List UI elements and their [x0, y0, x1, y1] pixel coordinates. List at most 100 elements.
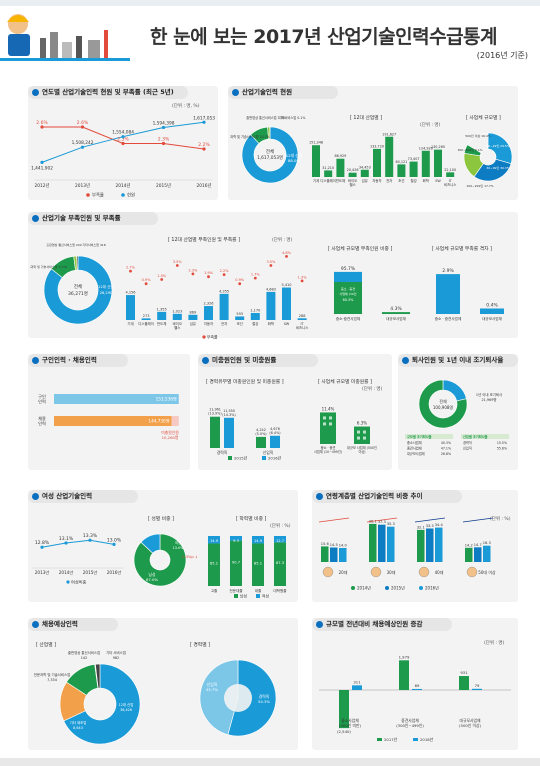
short-donut-slice	[76, 255, 79, 271]
slice-label: 출판영상 통신서비스업 1.3%	[246, 115, 285, 120]
x-tick-label: 대규모사업체	[386, 316, 406, 321]
donut-center-value: 36,271명	[68, 290, 88, 297]
legend-swatch	[377, 738, 382, 741]
x-tick-label: 전자	[386, 178, 393, 183]
sub-gender: [ 성별 비중 ]	[148, 517, 174, 522]
panel-unfilled	[198, 354, 392, 470]
current-headcount-label: 1,617,053	[193, 115, 215, 121]
table-career-quit-cell: 15.5%	[497, 441, 507, 445]
bar-age	[435, 527, 443, 562]
quit-donut-slice	[442, 379, 467, 402]
page-title: 한 눈에 보는 2017년 산업기술인력수급통계	[150, 26, 498, 48]
x-tick-label: 2015년	[83, 569, 98, 575]
bar-short-12	[126, 295, 135, 320]
bar-value-label: 144,730명	[148, 418, 169, 424]
rate-label: 4.8%	[282, 251, 292, 255]
x-tick-label: 중소·중견사업체	[336, 316, 360, 321]
bar-value-label: 2,326	[203, 302, 213, 306]
slice-label: 출판영상 통신서비스업 200	[46, 242, 81, 247]
x-tick-label: 2012년	[35, 182, 50, 189]
x-tick-label: 기계	[127, 321, 133, 326]
current-headcount-label: 1,441,902	[31, 165, 53, 171]
chart-short-rate: 2.9% 중소 · 중견사업체 0.4% 대규모사업체	[435, 268, 504, 321]
female-point	[88, 538, 92, 542]
x-tick-label: 대규모 사업체 (500인	[347, 445, 377, 450]
sub-current-size: [ 사업체 규모별 ]	[466, 116, 501, 121]
bar-edu-female	[230, 536, 242, 541]
bar-value-label: 133,720	[370, 144, 384, 148]
bar-short-12	[219, 293, 229, 320]
current-size-donut-slice	[487, 132, 513, 165]
slice-label: 전문과학 및 기술서비스업	[34, 672, 70, 677]
bar-unfilled-career	[270, 435, 280, 448]
x-tick-label: 대규모사업체	[460, 718, 481, 723]
bar-value-label: 85.1	[210, 562, 218, 566]
legend-swatch	[419, 586, 423, 590]
x-tick-label: IT	[301, 322, 305, 326]
short-donut-slice	[43, 255, 113, 325]
sub-short-rate: [ 사업체 규모별 부족률 격차 ]	[432, 247, 492, 252]
x-tick-label: 중소 · 중견사업체	[435, 316, 462, 321]
bar-value-label: 11.4%	[322, 406, 335, 411]
bar-value-label: 288	[299, 314, 306, 318]
panel-hiring	[28, 354, 190, 470]
legend-current-label: 현원	[127, 192, 135, 199]
slice-label: 기타 서비스업	[106, 650, 126, 655]
unit-age: (단위 : %)	[490, 517, 511, 522]
building-window	[323, 416, 326, 420]
legend-swatch	[228, 456, 232, 460]
x-tick-label: 화학	[423, 178, 429, 183]
bar-short-12	[157, 311, 167, 320]
bar-value-label: 1,979	[399, 654, 410, 659]
bar-rate-label: (14.3%)	[222, 413, 236, 417]
bar-value-label: 130,265	[431, 145, 445, 149]
legend-label: 2015년	[391, 585, 405, 591]
bar-value-label: 869	[190, 310, 197, 314]
table-career-quit-cell: 신입직	[463, 446, 472, 451]
bar-short-12	[250, 312, 260, 320]
bar-value-label: 593	[236, 312, 243, 316]
rate-label: 1.7%	[251, 273, 261, 277]
x-tick-label: 대규모사업체	[482, 316, 502, 321]
bar-value-label: 87.3	[276, 561, 284, 565]
slice-value: 7,334	[47, 678, 57, 682]
chart-edu: 14.9 85.1 고졸 9.3 90.7 전문대졸 14.9 85.1 대졸 12.7 87.3 대…	[208, 536, 287, 599]
x-tick-label: (500인 이상)	[459, 723, 481, 728]
bar-current-12	[434, 149, 442, 177]
gap-value: 10,260명	[162, 435, 179, 440]
slice-value: 142	[81, 656, 87, 660]
x-tick-label: 전자	[221, 321, 228, 326]
bar-value-label: 9.3	[233, 539, 239, 543]
x-tick-label: SW	[435, 179, 441, 183]
legend-label: 2016년	[268, 456, 282, 461]
rate-label: 1.3%	[298, 275, 308, 279]
bar-hiring	[54, 416, 172, 426]
current-headcount-point	[161, 125, 166, 130]
bar-short-12	[297, 318, 307, 320]
trend-arrow	[462, 517, 494, 523]
bar-age	[387, 526, 395, 562]
person-icon	[322, 566, 334, 578]
inner-label: 사업체 (30인	[340, 291, 357, 296]
side-value: 21,969명	[482, 397, 497, 402]
female-line	[41, 539, 115, 548]
table-size-quit-cell: 40.3%	[441, 441, 451, 445]
legend-swatch	[234, 594, 238, 598]
bar-age	[378, 524, 386, 562]
shortage-rate-label: 2.6%	[36, 120, 48, 126]
bar-expect-change	[352, 685, 362, 690]
bar-current-12	[446, 172, 455, 177]
bar-current-12	[373, 148, 381, 177]
sub-unfilled-size: [ 사업체 규모별 미충원률 ]	[318, 380, 372, 385]
inner-value: 60.3%	[343, 298, 355, 302]
table-size-quit-cell: 47.1%	[441, 447, 451, 451]
building-window	[357, 436, 360, 440]
bar-edu-male	[274, 542, 286, 586]
x-tick-label: 전문대졸	[229, 588, 243, 593]
bar-value-label: 73,407	[408, 157, 420, 161]
expect-ind-donut-slice	[95, 663, 101, 689]
slice-label: 10~29인 29.5%	[486, 143, 510, 148]
